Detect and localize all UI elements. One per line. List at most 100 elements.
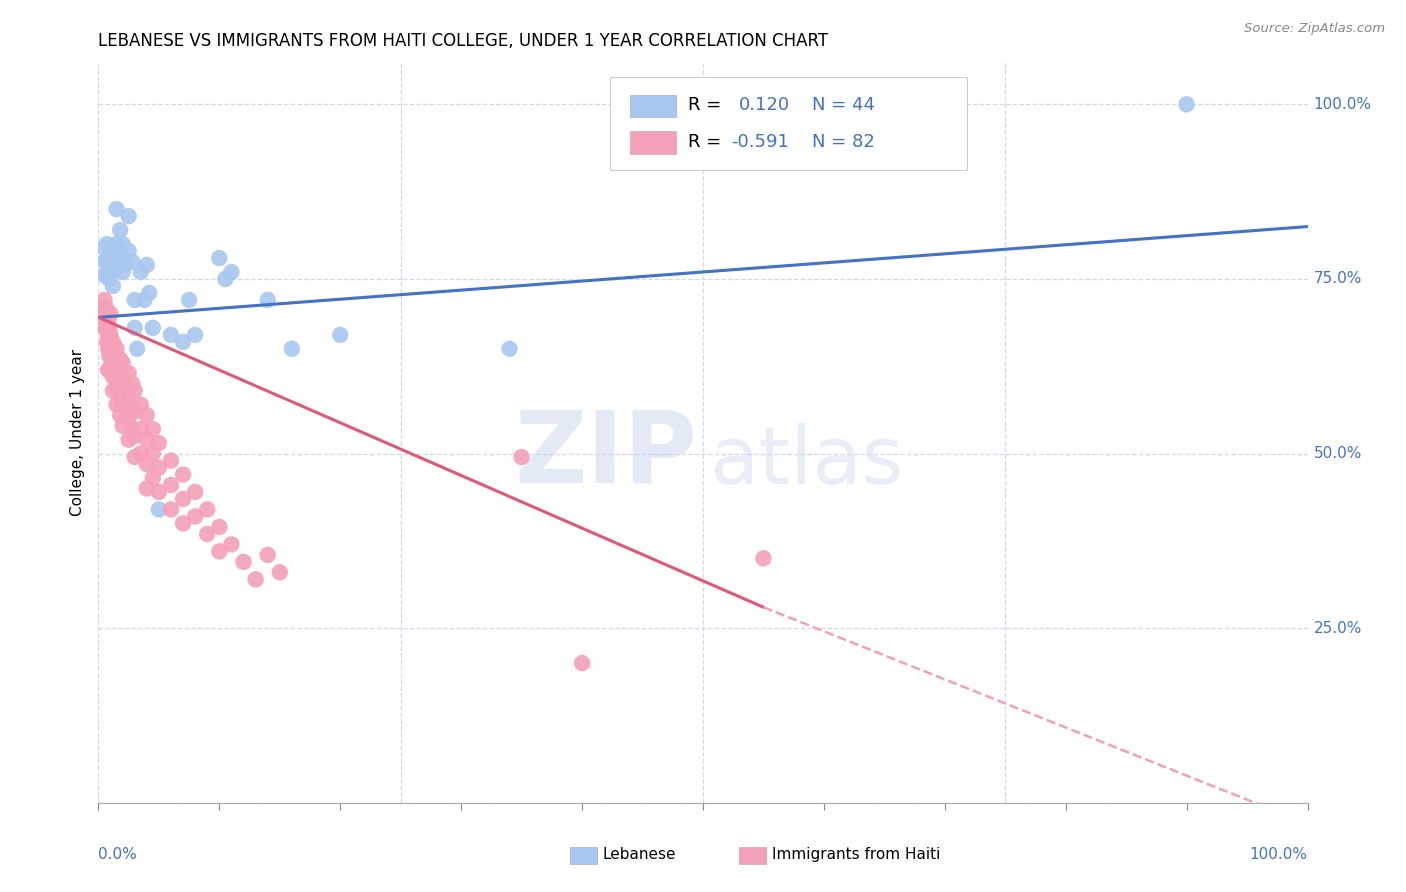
Point: [571, 656, 593, 670]
Point: [281, 342, 304, 356]
Point: [98, 258, 121, 272]
Point: [94, 314, 117, 328]
Point: [148, 485, 170, 500]
Text: Immigrants from Haiti: Immigrants from Haiti: [772, 847, 941, 863]
Point: [232, 555, 254, 569]
Point: [97, 327, 120, 342]
Point: [121, 422, 143, 436]
Point: [100, 258, 122, 272]
Point: [160, 453, 183, 467]
Text: Lebanese: Lebanese: [603, 847, 676, 863]
Point: [195, 502, 218, 516]
Text: N = 44: N = 44: [811, 96, 875, 114]
Text: R =: R =: [689, 133, 721, 151]
Point: [118, 391, 141, 405]
Point: [111, 418, 134, 433]
Point: [93, 268, 115, 283]
Point: [172, 516, 194, 531]
Point: [184, 485, 207, 500]
Point: [108, 223, 131, 237]
Point: [98, 272, 121, 286]
Point: [96, 334, 118, 349]
Text: LEBANESE VS IMMIGRANTS FROM HAITI COLLEGE, UNDER 1 YEAR CORRELATION CHART: LEBANESE VS IMMIGRANTS FROM HAITI COLLEG…: [98, 32, 828, 50]
Point: [134, 293, 156, 307]
Point: [105, 237, 128, 252]
Text: ZIP: ZIP: [515, 407, 697, 503]
Point: [118, 411, 141, 425]
Point: [98, 349, 121, 363]
Point: [93, 321, 115, 335]
Point: [129, 265, 152, 279]
Point: [100, 327, 122, 342]
Point: [105, 363, 128, 377]
Point: [124, 429, 146, 443]
Point: [138, 285, 160, 300]
Point: [256, 293, 278, 307]
Point: [101, 352, 124, 367]
Point: [184, 327, 207, 342]
Point: [142, 422, 165, 436]
Point: [98, 334, 121, 349]
Point: [118, 209, 141, 223]
Point: [129, 398, 152, 412]
Point: [118, 366, 141, 380]
Point: [118, 433, 141, 447]
Point: [93, 307, 115, 321]
Text: 0.0%: 0.0%: [98, 847, 138, 863]
Point: [97, 342, 120, 356]
Bar: [740, 847, 766, 863]
Text: N = 82: N = 82: [811, 133, 875, 151]
Point: [100, 342, 122, 356]
Point: [124, 321, 146, 335]
Point: [97, 265, 120, 279]
Text: R =: R =: [689, 96, 721, 114]
Point: [98, 363, 121, 377]
Point: [111, 265, 134, 279]
Point: [135, 258, 157, 272]
Point: [269, 566, 291, 580]
Point: [97, 363, 120, 377]
Point: [148, 460, 170, 475]
Point: [111, 237, 134, 252]
Point: [245, 572, 267, 586]
Point: [108, 369, 131, 384]
Point: [510, 450, 533, 464]
Text: atlas: atlas: [709, 423, 904, 501]
Point: [135, 482, 157, 496]
Point: [1175, 97, 1198, 112]
Point: [100, 307, 122, 321]
Text: 0.120: 0.120: [740, 96, 790, 114]
Point: [124, 293, 146, 307]
Text: 100.0%: 100.0%: [1250, 847, 1308, 863]
Text: 25.0%: 25.0%: [1313, 621, 1362, 636]
Point: [105, 254, 128, 268]
Point: [221, 537, 243, 551]
Point: [96, 237, 118, 252]
Text: 75.0%: 75.0%: [1313, 271, 1362, 286]
Point: [114, 258, 136, 272]
FancyBboxPatch shape: [610, 78, 966, 169]
FancyBboxPatch shape: [630, 95, 676, 117]
Point: [127, 342, 149, 356]
Point: [100, 363, 122, 377]
Point: [98, 321, 121, 335]
Point: [111, 376, 134, 391]
Point: [148, 502, 170, 516]
Point: [108, 352, 131, 367]
Point: [121, 401, 143, 416]
Point: [101, 265, 124, 279]
Point: [142, 471, 165, 485]
Point: [105, 202, 128, 216]
Point: [142, 321, 165, 335]
Point: [160, 502, 183, 516]
Point: [93, 254, 115, 268]
Point: [108, 408, 131, 422]
Point: [160, 478, 183, 492]
Point: [111, 356, 134, 370]
Point: [121, 376, 143, 391]
Text: 50.0%: 50.0%: [1313, 446, 1362, 461]
Point: [214, 272, 236, 286]
Point: [179, 293, 201, 307]
Point: [172, 491, 194, 506]
Y-axis label: College, Under 1 year: College, Under 1 year: [70, 349, 86, 516]
